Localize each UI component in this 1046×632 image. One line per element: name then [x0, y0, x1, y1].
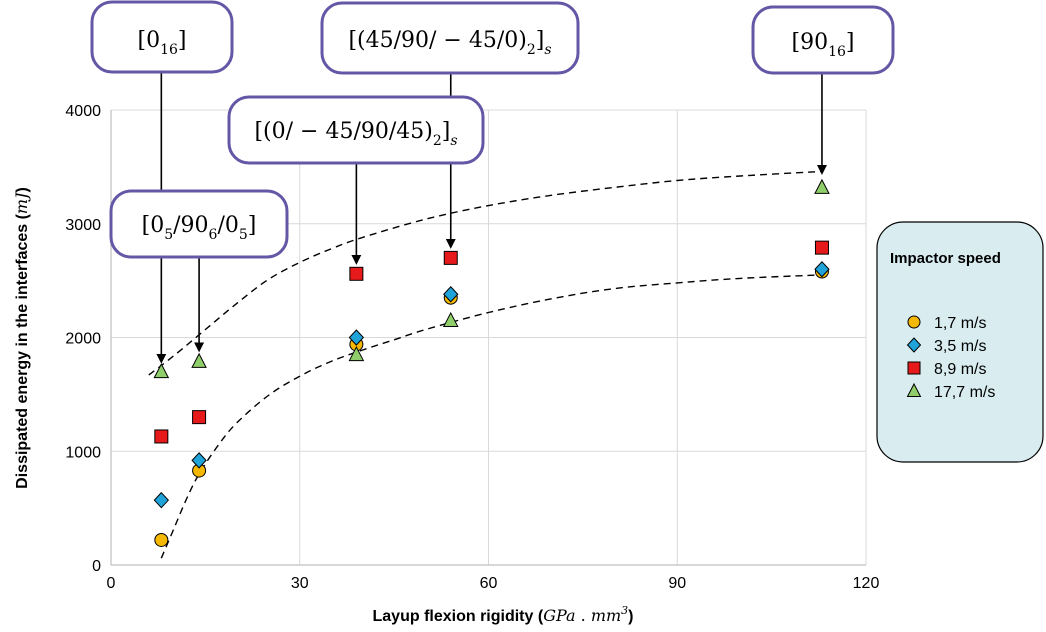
triangle-point: [442, 311, 459, 327]
annotation-box: [109, 189, 289, 259]
y-tick-label: 4000: [65, 103, 101, 120]
annotation-box: [90, 0, 234, 74]
square-point: [443, 250, 458, 265]
y-tick-label: 0: [92, 558, 101, 575]
annotation-box: [320, 1, 580, 75]
square-point: [192, 410, 207, 425]
x-tick-label: 60: [480, 575, 498, 592]
square-point: [154, 429, 169, 444]
annotation-box: [751, 5, 895, 75]
square-point: [814, 240, 829, 255]
diamond-point: [191, 452, 207, 469]
legend-circle-marker: [907, 315, 921, 329]
annotation-label: [016]: [137, 28, 186, 58]
x-tick-label: 90: [668, 575, 686, 592]
annotation-label: [(45/90/ − 45/0)2]s: [348, 28, 551, 58]
diamond-point: [348, 329, 365, 346]
annotation-label: [(0/ − 45/90/45)2]s: [254, 119, 457, 149]
annotation-label: [9016]: [792, 30, 855, 60]
x-tick-label: 0: [107, 575, 116, 592]
annotation-label: [05/906/05]: [142, 213, 257, 243]
triangle-point: [814, 178, 830, 194]
legend-label: 8,9 m/s: [934, 361, 986, 378]
x-axis-title: Layup flexion rigidity (GPa . mm3): [373, 604, 634, 625]
axes: 0 30 60 90 120 0 1000 2000 3000 4000: [65, 103, 879, 592]
x-tick-label: 30: [291, 575, 309, 592]
legend-square-marker: [907, 361, 921, 375]
legend-items: 1,7 m/s 3,5 m/s 8,9 m/s 17,7 m/s: [906, 315, 995, 401]
gridlines: [111, 109, 867, 565]
diamond-point: [814, 261, 830, 278]
annotation-callouts: [016] [05/906/05] [(0/ − 45/90/45)2]s [(45/…: [90, 0, 895, 259]
legend-label: 3,5 m/s: [934, 338, 986, 355]
lower-trend-curve: [160, 274, 823, 559]
legend-box: [876, 221, 1044, 463]
y-tick-label: 2000: [65, 331, 101, 348]
legend-diamond-marker: [906, 337, 922, 353]
y-axis-title: Dissipated energy in the interfaces (mJ): [12, 187, 31, 489]
legend: Impactor speed 1,7 m/s 3,5 m/s 8,9 m/s 17,7…: [876, 221, 1044, 463]
square-point: [349, 266, 364, 281]
annotation-box: [227, 95, 485, 165]
x-tick-label: 120: [853, 575, 880, 592]
circle-point: [154, 532, 169, 547]
diamond-point: [443, 286, 459, 303]
triangle-point: [153, 363, 170, 379]
y-tick-label: 1000: [65, 444, 101, 461]
legend-triangle-marker: [906, 382, 922, 397]
legend-label: 17,7 m/s: [934, 384, 995, 401]
y-tick-label: 3000: [65, 217, 101, 234]
diamond-point: [153, 491, 170, 509]
data-points: [153, 178, 830, 547]
legend-title: Impactor speed: [890, 250, 1001, 267]
triangle-point: [191, 352, 207, 368]
upper-trend-curve: [148, 170, 823, 376]
triangle-point: [348, 345, 365, 362]
legend-label: 1,7 m/s: [934, 315, 986, 332]
